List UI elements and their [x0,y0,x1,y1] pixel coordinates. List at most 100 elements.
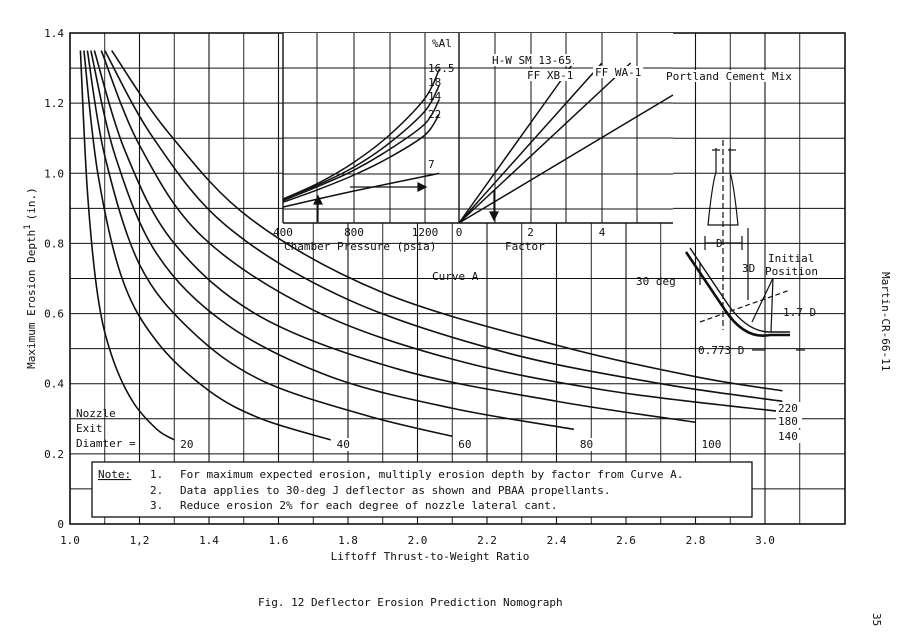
erosion-curve-180 [104,50,783,403]
erosion-curve-220 [111,50,783,392]
al-curve-7 [282,172,440,208]
erosion-curve-label-20: 20 [180,438,193,451]
al-curve-18 [282,85,440,200]
dist-label: 1.7 D [783,306,816,319]
erosion-curve-label-60: 60 [458,438,471,451]
erosion-curve-label-bg [456,438,483,451]
inset-arrows [313,182,499,222]
x-tick-label: 1.8 [338,534,358,547]
y-axis-label-text: Maximum Erosion Depth [25,230,38,369]
y-tick-label: 1.0 [44,167,64,180]
erosion-curve-80 [90,50,575,431]
x-tick-labels: 1.0 1,2 1.4 1.6 1.8 2.0 2.2 2.4 2.6 2.8 3.0 [60,534,775,547]
x-tick-label: 1.0 [60,534,80,547]
percent-al-header: %Al [432,37,452,50]
nozzle-label-line1: Nozzle [76,407,116,420]
d-label: D [716,237,723,250]
erosion-curve-label-140: 140 [778,430,798,443]
factor-label-bg [490,54,574,66]
y-tick-label: 0.8 [44,237,64,250]
erosion-curve-140 [100,50,783,413]
erosion-curve-60 [86,50,453,438]
factor-line-3 [458,62,632,224]
factor-line-1 [458,62,575,224]
chamber-pressure-label: Chamber Pressure (psia) [284,240,436,253]
inset-curves [282,62,674,224]
erosion-curve-40 [83,50,331,441]
nozzle-label-line2: Exit [76,422,103,435]
y-tick-label: 1.2 [44,97,64,110]
y-tick-label: 0.2 [44,448,64,461]
y-axis-label-group: Maximum Erosion Depth1 (in.) [23,187,38,369]
figure-caption: Fig. 12 Deflector Erosion Prediction Nom… [258,596,563,609]
note-3-text: Reduce erosion 2% for each degree of noz… [180,499,558,512]
al-label-14: 14 [428,90,442,103]
pressure-tick-label: 1200 [412,226,439,239]
notes-background [91,461,753,518]
curve-a-title: Curve A [432,270,479,283]
al-label-16-5: 16.5 [428,62,455,75]
y-tick-label: 0.6 [44,308,64,321]
factor-label-2: FF XB-1 [527,69,573,82]
arrow-down-head [489,211,499,222]
factor-label: Factor [505,240,545,253]
note-3-num: 3. [150,499,163,512]
erosion-curve-label-bg [334,438,361,451]
erosion-curve-label-bg [776,430,802,443]
erosion-curve-label-bg [776,402,802,415]
initial-position-pointer-2 [770,277,774,333]
factor-label-bg [593,66,644,78]
y-axis-label: Maximum Erosion Depth1 (in.) [23,187,38,369]
al-label-18: 18 [428,76,441,89]
erosion-curve-20 [79,50,175,441]
y-tick-label: 0.4 [44,378,64,391]
erosion-curves [79,50,783,441]
erosion-curve-label-bg [776,415,802,428]
al-curve-14 [282,99,440,202]
note-1-num: 1. [150,468,163,481]
erosion-curve-label-bg [577,438,604,451]
x-tick-label: 2.4 [547,534,567,547]
y-tick-label: 1.4 [44,27,64,40]
note-1-text: For maximum expected erosion, multiply e… [180,468,683,481]
al-label-7: 7 [428,158,435,171]
erosion-curve-label-180: 180 [778,415,798,428]
pressure-tick-label: 400 [273,226,293,239]
deflector-inner [689,247,790,333]
y-axis-label-unit: (in.) [25,187,38,220]
inset-tick-labels: 400 800 1200 0 2 4 [273,226,606,239]
x-tick-label: 1,2 [130,534,150,547]
arrow-up-head [313,194,323,205]
initial-position-line1: Initial [768,252,814,265]
factor-line-4 [458,94,674,224]
factor-line-2 [458,62,603,224]
x-tick-label: 1.6 [269,534,289,547]
erosion-curve-label-bg [699,438,726,451]
erosion-curve-label-220: 220 [778,402,798,415]
x-tick-label: 2.8 [686,534,706,547]
erosion-curve-label-100: 100 [702,438,722,451]
note-2-num: 2. [150,484,163,497]
page-number: 35 [870,613,883,626]
x-tick-label: 2.6 [616,534,636,547]
x-tick-label: 2.2 [477,534,497,547]
factor-label-1: H-W SM 13-65 [492,54,571,67]
initial-position-line2: Position [765,265,818,278]
factor-tick-label: 0 [456,226,463,239]
al-curve-22 [282,113,440,203]
factor-label-4: Portland Cement Mix [666,70,792,83]
angle-label: 30 deg [636,275,676,288]
erosion-curve-label-80: 80 [580,438,593,451]
y-axis-label-superscript: 1 [23,224,33,229]
factor-tick-label: 4 [599,226,606,239]
exit-label: 0.773 D [698,344,744,357]
x-tick-label: 2.0 [408,534,428,547]
note-2-text: Data applies to 30-deg J deflector as sh… [180,484,610,497]
deflector-outer [684,251,790,338]
three-d-label: 3D [742,262,755,275]
factor-label-bg [664,70,794,82]
x-tick-label: 3.0 [755,534,775,547]
x-axis-label: Liftoff Thrust-to-Weight Ratio [331,550,530,563]
